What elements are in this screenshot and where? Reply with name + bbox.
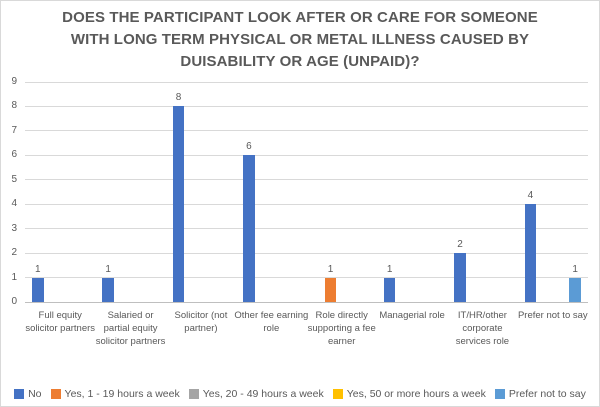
legend-swatch-icon	[14, 389, 25, 399]
legend-item-label: Yes, 20 - 49 hours a week	[202, 388, 324, 400]
y-axis-tick-label: 2	[11, 247, 17, 259]
bar[interactable]	[524, 204, 537, 302]
bar[interactable]	[172, 106, 185, 302]
gridline	[25, 277, 588, 279]
y-axis-tick-label: 5	[11, 173, 17, 185]
gridline	[25, 105, 588, 107]
y-axis-tick-label: 6	[11, 149, 17, 161]
x-axis-category-label: Prefer not to say	[517, 310, 588, 321]
y-axis-tick-label: 4	[11, 198, 17, 210]
x-axis-category-label: Other fee earning role	[234, 310, 309, 334]
y-axis-tick-label: 8	[11, 100, 17, 112]
gridline	[25, 130, 588, 132]
legend-item-label: Yes, 1 - 19 hours a week	[64, 388, 180, 400]
legend-item[interactable]: Prefer not to say	[494, 388, 586, 400]
x-axis-category-label: Full equity solicitor partners	[25, 310, 96, 334]
y-axis-tick-label: 1	[11, 271, 17, 283]
bar[interactable]	[569, 277, 581, 302]
chart-title: DOES THE PARTICIPANT LOOK AFTER OR CARE …	[62, 9, 538, 70]
gridline	[25, 154, 588, 156]
bar[interactable]	[32, 277, 44, 302]
bar-data-label: 6	[246, 141, 252, 153]
x-axis-line	[25, 301, 588, 303]
legend-item[interactable]: Yes, 50 or more hours a week	[332, 388, 486, 400]
legend-item-label: No	[28, 388, 42, 400]
bar-data-label: 1	[386, 263, 393, 275]
legend: No Yes, 1 - 19 hours a week Yes, 20 - 49 h…	[1, 388, 599, 400]
legend-swatch-icon	[332, 389, 343, 399]
gridline	[25, 228, 588, 230]
bar-data-label: 4	[527, 190, 534, 202]
bar-data-label: 1	[35, 263, 41, 275]
bar-data-label: 1	[327, 263, 334, 275]
legend-item-label: Prefer not to say	[508, 388, 586, 400]
legend-item[interactable]: Yes, 1 - 19 hours a week	[50, 388, 180, 400]
y-axis-tick-label: 9	[11, 76, 17, 87]
legend-swatch-icon	[188, 389, 199, 399]
gridline	[25, 203, 588, 205]
x-axis-category-label: Salaried or partial equity solicitor par…	[95, 310, 166, 347]
gridline	[25, 81, 588, 83]
legend-swatch-icon	[494, 389, 505, 399]
legend-item-label: Yes, 50 or more hours a week	[346, 388, 486, 400]
x-axis-category-label: Solicitor (not partner)	[174, 310, 228, 334]
y-axis-tick-label: 3	[11, 222, 17, 234]
y-axis-tick-label: 0	[11, 296, 17, 307]
gridline	[25, 252, 588, 254]
x-axis-category-label: Managerial role	[379, 310, 445, 321]
bar-data-label: 8	[175, 92, 182, 104]
x-axis-category-label: Role directly supporting a fee earner	[307, 310, 376, 347]
bar[interactable]	[243, 155, 255, 302]
bar[interactable]	[324, 277, 337, 302]
y-axis-tick-label: 7	[11, 124, 17, 136]
bar[interactable]	[383, 277, 396, 302]
bar-data-label: 1	[105, 263, 111, 275]
legend-item[interactable]: Yes, 20 - 49 hours a week	[188, 388, 324, 400]
gridline	[25, 179, 588, 181]
bar[interactable]	[454, 253, 466, 302]
legend-item[interactable]: No	[14, 388, 42, 400]
bar-data-label: 2	[457, 239, 463, 251]
x-axis-category-label: IT/HR/other corporate services role	[455, 310, 510, 347]
bar[interactable]	[102, 277, 114, 302]
legend-swatch-icon	[50, 389, 61, 399]
bar-data-label: 1	[572, 263, 578, 275]
